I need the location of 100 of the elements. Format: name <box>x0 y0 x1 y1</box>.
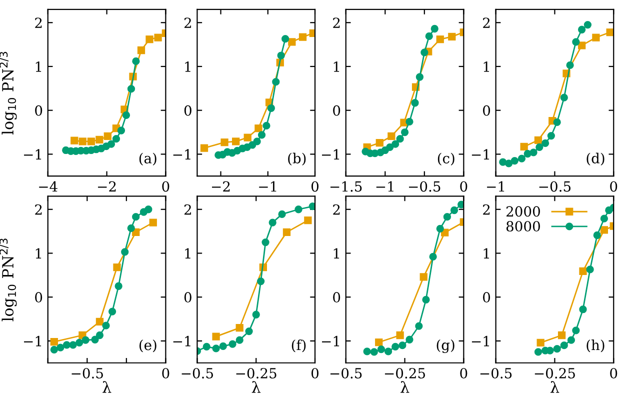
point <box>108 308 116 316</box>
point <box>386 143 394 151</box>
point <box>415 322 423 330</box>
point <box>392 140 400 148</box>
point <box>267 104 275 112</box>
point <box>534 136 542 144</box>
x-tick-label: 0 <box>311 181 318 192</box>
y-tick-label: 2 <box>184 204 191 215</box>
point <box>579 267 587 276</box>
point <box>363 348 371 356</box>
y-axis-title: log$_{10}$ PN$^{2/3}$ <box>0 52 17 135</box>
point <box>132 213 140 221</box>
y-tick-label: 0 <box>35 105 42 116</box>
point <box>288 38 296 46</box>
point <box>154 34 162 42</box>
point <box>107 140 116 148</box>
annotation: (c) <box>438 152 454 166</box>
x-tick-label: −0.5 <box>409 181 440 192</box>
point <box>220 138 228 146</box>
y-tick-label: 0 <box>333 292 340 303</box>
point <box>524 150 532 158</box>
y-tick-label: 1 <box>334 61 340 72</box>
y-tick-label: −1 <box>472 336 489 346</box>
y-tick-label: −1 <box>472 149 489 160</box>
y-tick-label: 0 <box>184 292 192 303</box>
point <box>137 46 146 54</box>
point <box>258 131 266 139</box>
y-tick-label: 0 <box>35 292 42 303</box>
annotation: (b) <box>288 152 306 166</box>
point <box>282 228 291 236</box>
y-tick-label: 1 <box>185 248 190 259</box>
point <box>593 231 601 240</box>
x-axis-title: λ <box>102 381 112 393</box>
point <box>91 336 99 344</box>
point <box>253 138 261 146</box>
point <box>420 48 428 56</box>
y-tick-label: 1 <box>484 248 489 259</box>
x-tick-label: −0.25 <box>236 368 276 378</box>
point <box>254 124 262 132</box>
point <box>406 336 414 344</box>
point <box>294 206 302 214</box>
point <box>388 132 396 140</box>
y-tick-label: 0 <box>333 105 340 116</box>
point <box>530 148 538 156</box>
x-tick-label: −0.5 <box>330 368 362 378</box>
point <box>62 341 71 349</box>
x-tick-label: 0 <box>610 181 618 192</box>
point <box>102 322 110 330</box>
point <box>121 248 129 256</box>
point <box>572 326 580 334</box>
x-axis-title: λ <box>252 381 261 393</box>
point <box>127 224 135 232</box>
point <box>400 128 409 136</box>
point <box>430 24 438 33</box>
annotation: (h) <box>586 339 604 352</box>
point <box>558 331 566 340</box>
point <box>536 338 544 347</box>
x-axis-title: λ <box>400 381 410 393</box>
point <box>278 210 286 218</box>
point <box>236 324 244 332</box>
point <box>600 214 608 222</box>
point <box>69 341 77 349</box>
point <box>212 344 220 352</box>
point <box>436 224 444 232</box>
x-tick-label: −0.25 <box>534 368 575 378</box>
annotation: (e) <box>139 339 156 352</box>
point <box>572 38 580 46</box>
point <box>536 143 544 151</box>
point <box>219 342 227 350</box>
point <box>87 138 95 146</box>
point <box>553 118 561 126</box>
x-tick-label: −0.5 <box>480 368 512 378</box>
point <box>268 218 276 226</box>
y-axis-title: log$_{10}$ PN$^{2/3}$ <box>0 238 17 322</box>
y-tick-label: 2 <box>333 18 340 28</box>
x-tick-label: −1.5 <box>330 181 362 192</box>
point <box>560 342 568 350</box>
point <box>600 226 608 234</box>
y-tick-label: 0 <box>483 292 490 303</box>
point <box>578 26 586 34</box>
annotation: (a) <box>139 152 156 166</box>
point <box>146 35 154 44</box>
point <box>458 200 464 208</box>
annotation: (f) <box>292 339 306 352</box>
y-tick-label: −1 <box>173 149 190 160</box>
point <box>256 277 265 286</box>
y-tick-label: −1 <box>322 336 340 346</box>
point <box>82 336 90 344</box>
point <box>553 345 561 353</box>
x-axis-title: λ <box>550 381 560 393</box>
x-tick-label: 0 <box>460 181 468 192</box>
point <box>376 138 384 147</box>
point <box>144 206 152 214</box>
point <box>586 266 594 274</box>
point <box>149 218 157 226</box>
legend-label: 2000 <box>506 206 540 217</box>
point <box>578 42 586 50</box>
annotation: (d) <box>586 152 604 166</box>
point <box>112 135 120 143</box>
point <box>567 336 576 344</box>
